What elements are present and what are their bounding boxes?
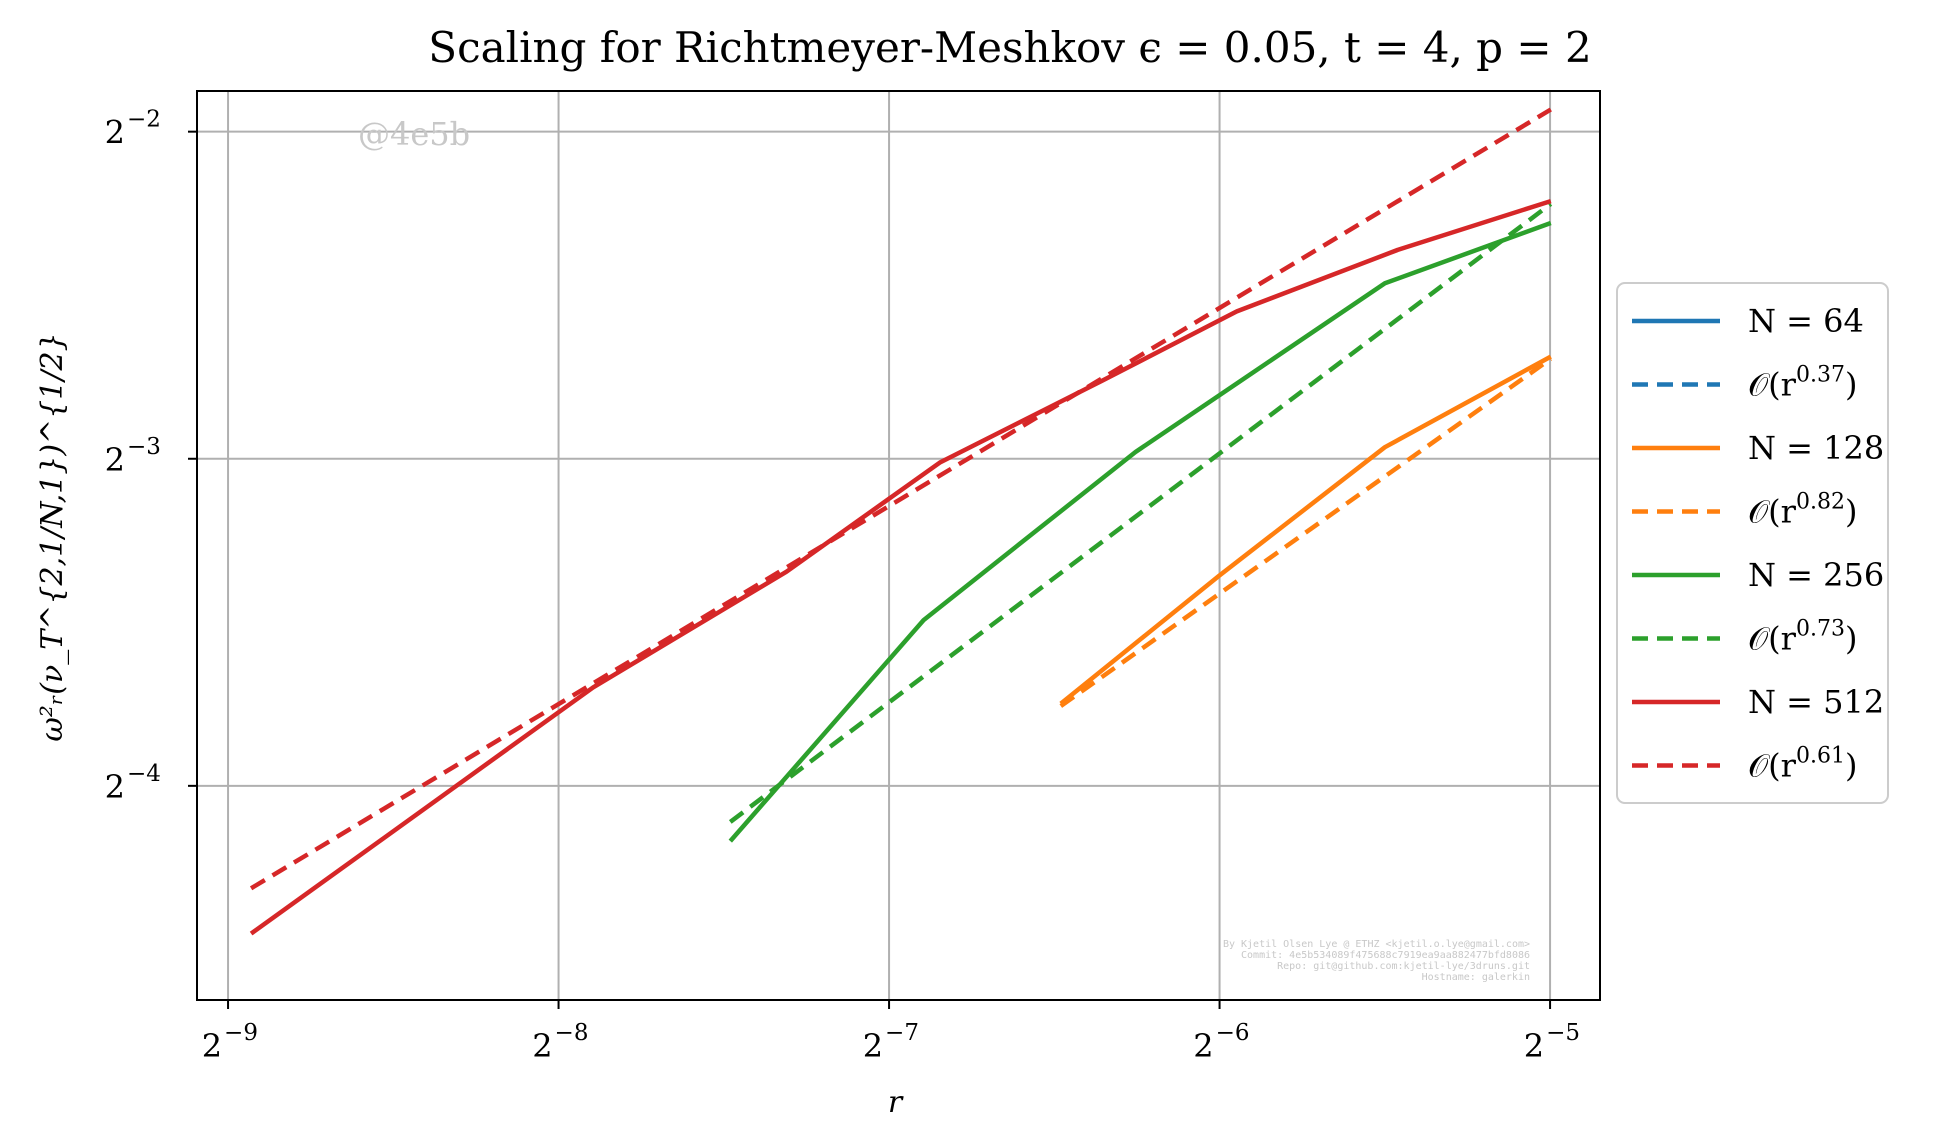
x-tick-label: 2 xyxy=(202,1027,222,1065)
x-tick-label: 2 xyxy=(1193,1027,1213,1065)
legend-label: N = 64 xyxy=(1748,302,1864,340)
credits-block: By Kjetil Olsen Lye @ ETHZ <kjetil.o.lye… xyxy=(1223,939,1530,983)
credit-line: Repo: git@github.com:kjetil-lye/3druns.g… xyxy=(1277,961,1530,972)
x-tick-label: 2 xyxy=(1524,1027,1544,1065)
x-tick-exponent: −6 xyxy=(1216,1020,1250,1046)
y-tick-label: 2 xyxy=(105,114,125,152)
grid xyxy=(197,91,1600,1000)
legend-label: N = 128 xyxy=(1748,429,1884,467)
series-line-2 xyxy=(1059,354,1552,706)
y-tick-exponent: −2 xyxy=(127,107,161,133)
x-tick-exponent: −5 xyxy=(1546,1020,1580,1046)
y-tick-label: 2 xyxy=(105,441,125,479)
plot-frame xyxy=(196,90,1601,1001)
credit-line: By Kjetil Olsen Lye @ ETHZ <kjetil.o.lye… xyxy=(1223,939,1530,950)
series-line-6 xyxy=(249,198,1552,936)
chart-title: Scaling for Richtmeyer-Meshkov ϵ = 0.05,… xyxy=(428,23,1591,72)
legend-label: 𝒪(r0.61) xyxy=(1748,744,1857,785)
y-axis-label: ω²ᵣ(ν_T^{2,1/N,1})^{1/2} xyxy=(35,332,70,741)
series-line-4 xyxy=(728,220,1552,843)
x-axis-ticks: 2 −9 2 −8 2 −7 2 −6 2 −5 xyxy=(202,1000,1580,1065)
x-tick-exponent: −7 xyxy=(885,1020,919,1046)
series-layer xyxy=(249,107,1553,936)
series-line-7 xyxy=(249,107,1552,891)
x-axis-label: r xyxy=(888,1085,904,1120)
x-tick-label: 2 xyxy=(863,1027,883,1065)
legend-label: 𝒪(r0.37) xyxy=(1748,363,1857,404)
x-tick-exponent: −9 xyxy=(224,1020,258,1046)
y-tick-label: 2 xyxy=(105,768,125,806)
legend: N = 64 𝒪(r0.37) N = 128 𝒪(r0.82) N = 256 𝒪(r0… xyxy=(1616,282,1889,804)
y-axis-ticks: 2 −42 −32 −2 xyxy=(105,107,197,806)
credit-line: Commit: 4e5b534089f475688c7919ea9aa88247… xyxy=(1241,950,1530,961)
y-tick-exponent: −4 xyxy=(127,761,161,787)
legend-label: 𝒪(r0.73) xyxy=(1748,617,1857,658)
watermark: @4e5b xyxy=(358,115,470,153)
x-tick-exponent: −8 xyxy=(555,1020,589,1046)
legend-box xyxy=(1616,282,1889,804)
x-tick-label: 2 xyxy=(532,1027,552,1065)
legend-label: N = 256 xyxy=(1748,556,1884,594)
series-line-5 xyxy=(728,202,1553,824)
credit-line: Hostname: galerkin xyxy=(1422,972,1530,983)
y-tick-exponent: −3 xyxy=(127,434,161,460)
legend-label: N = 512 xyxy=(1748,683,1884,721)
series-line-3 xyxy=(1059,356,1553,708)
legend-label: 𝒪(r0.82) xyxy=(1748,490,1857,531)
